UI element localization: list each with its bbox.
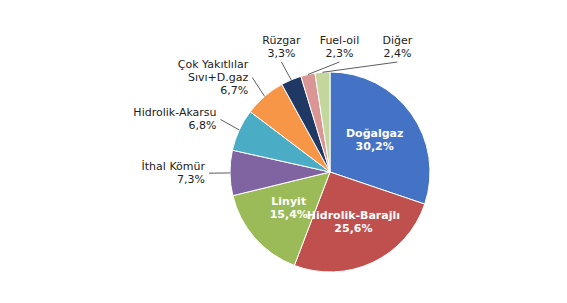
leaders — [209, 62, 397, 173]
category-label: Diğer — [383, 34, 413, 47]
slices — [230, 72, 430, 272]
labels: Doğalgaz30,2%Hidrolik-Barajlı25,6%Linyit… — [133, 34, 412, 235]
category-label-line: İthal Kömür — [142, 160, 206, 173]
category-label: İthal Kömür — [142, 160, 206, 173]
leader-line — [322, 62, 397, 72]
value-label: 7,3% — [177, 173, 205, 186]
slice-label: Rüzgar3,3% — [262, 34, 301, 60]
value-label: 3,3% — [267, 47, 295, 60]
category-label-line: Sıvı+D.gaz — [188, 71, 249, 84]
slice-label: Hidrolik-Barajlı25,6% — [307, 209, 400, 235]
leader-line — [281, 62, 291, 80]
value-label: 2,4% — [383, 47, 411, 60]
category-label-line: Linyit — [271, 195, 306, 208]
slice-label: Fuel-oil2,3% — [320, 34, 360, 60]
slice-label: Linyit15,4% — [270, 195, 308, 221]
chart: Doğalgaz30,2%Hidrolik-Barajlı25,6%Linyit… — [0, 0, 567, 303]
category-label: Hidrolik-Akarsu — [133, 106, 216, 119]
leader-line — [221, 119, 240, 130]
category-label-line: Çok Yakıtlılar — [178, 58, 249, 71]
slice-label: Hidrolik-Akarsu6,8% — [133, 106, 216, 132]
category-label: Fuel-oil — [320, 34, 360, 47]
slice-label: Diğer2,4% — [383, 34, 413, 60]
value-label: 30,2% — [356, 140, 394, 153]
leader-line — [252, 77, 264, 96]
category-label: Çok YakıtlılarSıvı+D.gaz — [178, 58, 249, 84]
category-label-line: Diğer — [383, 34, 413, 47]
category-label-line: Hidrolik-Akarsu — [133, 106, 216, 119]
category-label-line: Rüzgar — [262, 34, 301, 47]
value-label: 15,4% — [270, 208, 308, 221]
category-label-line: Hidrolik-Barajlı — [307, 209, 400, 222]
value-label: 6,7% — [220, 84, 248, 97]
value-label: 2,3% — [325, 47, 353, 60]
slice — [315, 72, 330, 172]
leader-line — [209, 172, 230, 173]
category-label: Linyit — [271, 195, 306, 208]
slice-label: Çok YakıtlılarSıvı+D.gaz6,7% — [178, 58, 249, 97]
category-label-line: Fuel-oil — [320, 34, 360, 47]
category-label: Hidrolik-Barajlı — [307, 209, 400, 222]
value-label: 25,6% — [334, 222, 372, 235]
category-label: Rüzgar — [262, 34, 301, 47]
value-label: 6,8% — [189, 119, 217, 132]
category-label-line: Doğalgaz — [346, 127, 403, 140]
category-label: Doğalgaz — [346, 127, 403, 140]
slice-label: İthal Kömür7,3% — [142, 160, 206, 186]
leader-line — [308, 62, 340, 74]
slice-label: Doğalgaz30,2% — [346, 127, 403, 153]
